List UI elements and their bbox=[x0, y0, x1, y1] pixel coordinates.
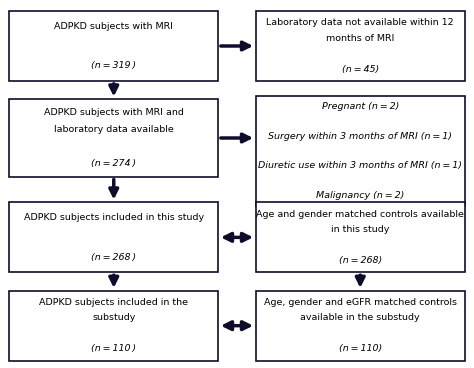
FancyBboxPatch shape bbox=[256, 11, 465, 81]
Text: ADPKD subjects included in the: ADPKD subjects included in the bbox=[39, 298, 188, 307]
FancyBboxPatch shape bbox=[256, 202, 465, 272]
FancyBboxPatch shape bbox=[9, 11, 218, 81]
Text: ADPKD subjects included in this study: ADPKD subjects included in this study bbox=[24, 213, 204, 222]
Text: Malignancy (n = 2): Malignancy (n = 2) bbox=[316, 191, 404, 199]
Text: (n = 110 ): (n = 110 ) bbox=[91, 344, 137, 354]
Text: (n = 45): (n = 45) bbox=[342, 65, 379, 74]
Text: in this study: in this study bbox=[331, 225, 390, 234]
Text: ADPKD subjects with MRI: ADPKD subjects with MRI bbox=[54, 21, 173, 31]
Text: available in the substudy: available in the substudy bbox=[301, 314, 420, 322]
Text: Age, gender and eGFR matched controls: Age, gender and eGFR matched controls bbox=[264, 298, 457, 307]
FancyBboxPatch shape bbox=[256, 96, 465, 206]
FancyBboxPatch shape bbox=[9, 99, 218, 177]
Text: (n = 110): (n = 110) bbox=[338, 344, 382, 354]
Text: ADPKD subjects with MRI and: ADPKD subjects with MRI and bbox=[44, 108, 184, 117]
Text: Age and gender matched controls available: Age and gender matched controls availabl… bbox=[256, 209, 464, 219]
FancyBboxPatch shape bbox=[9, 202, 218, 272]
FancyBboxPatch shape bbox=[256, 291, 465, 361]
FancyBboxPatch shape bbox=[9, 291, 218, 361]
Text: (n = 274 ): (n = 274 ) bbox=[91, 159, 137, 168]
Text: (n = 319 ): (n = 319 ) bbox=[91, 61, 137, 71]
Text: Diuretic use within 3 months of MRI (n = 1): Diuretic use within 3 months of MRI (n =… bbox=[258, 161, 462, 170]
Text: laboratory data available: laboratory data available bbox=[54, 125, 173, 134]
Text: Laboratory data not available within 12: Laboratory data not available within 12 bbox=[266, 18, 454, 27]
Text: Pregnant (n = 2): Pregnant (n = 2) bbox=[321, 102, 399, 111]
Text: (n = 268 ): (n = 268 ) bbox=[91, 253, 137, 262]
Text: Surgery within 3 months of MRI (n = 1): Surgery within 3 months of MRI (n = 1) bbox=[268, 132, 452, 141]
Text: substudy: substudy bbox=[92, 314, 136, 322]
Text: months of MRI: months of MRI bbox=[326, 34, 394, 43]
Text: (n = 268): (n = 268) bbox=[338, 256, 382, 265]
